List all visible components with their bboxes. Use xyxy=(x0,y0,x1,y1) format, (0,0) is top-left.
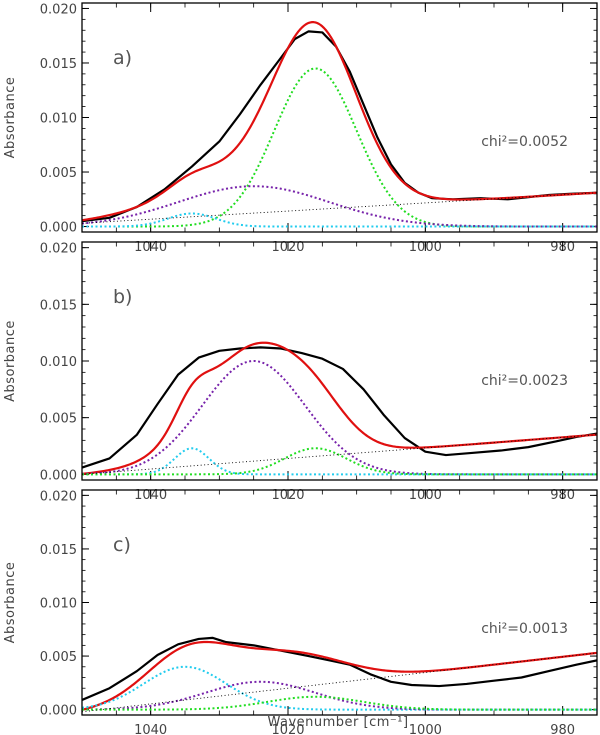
series-component xyxy=(82,665,597,711)
y-tick-label: 0.000 xyxy=(40,704,77,719)
y-tick-label: 0.015 xyxy=(40,57,77,72)
series-data xyxy=(82,636,597,702)
panel-label: b) xyxy=(113,286,132,308)
x-tick-label: 980 xyxy=(550,723,575,735)
series-component xyxy=(82,680,597,711)
y-tick-label: 0.005 xyxy=(40,650,77,665)
series-fit xyxy=(82,21,597,222)
plot-frame xyxy=(81,489,598,716)
series-group xyxy=(82,341,597,476)
x-tick-label: 1000 xyxy=(409,723,442,735)
series-fit xyxy=(82,640,597,711)
plot-frame xyxy=(81,241,598,481)
series-component xyxy=(82,447,597,476)
panels: 0.000 0.005 0.010 0.015 0.020 1040 1020 1000 980… xyxy=(3,2,598,735)
series-data xyxy=(82,346,597,469)
x-tick-label: 1040 xyxy=(134,723,167,735)
chi-squared-label: chi²=0.0052 xyxy=(481,134,568,150)
y-tick-label: 0.000 xyxy=(40,468,77,483)
x-axis-title: Wavenumber [cm⁻¹] xyxy=(267,715,408,730)
x-tick-label: 1020 xyxy=(271,723,304,735)
y-axis-title: Absorbance xyxy=(3,562,18,644)
y-axis-title: Absorbance xyxy=(3,77,18,159)
chi-squared-label: chi²=0.0023 xyxy=(481,373,568,389)
series-fit xyxy=(82,341,597,475)
y-tick-label: 0.010 xyxy=(40,597,77,612)
chi-squared-label: chi²=0.0013 xyxy=(481,621,568,637)
series-component xyxy=(82,695,597,711)
series-component xyxy=(82,212,597,228)
y-tick-label: 0.015 xyxy=(40,298,77,313)
y-tick-label: 0.000 xyxy=(40,221,77,236)
series-group xyxy=(82,636,597,713)
y-tick-label: 0.005 xyxy=(40,412,77,427)
series-baseline xyxy=(82,652,597,713)
series-group xyxy=(82,21,597,228)
series-component xyxy=(82,67,597,228)
panel-label: a) xyxy=(113,47,132,69)
series-data xyxy=(82,30,597,223)
y-tick-label: 0.020 xyxy=(40,242,77,257)
y-axis-title: Absorbance xyxy=(3,320,18,402)
y-tick-label: 0.010 xyxy=(40,355,77,370)
plot-frame xyxy=(81,2,598,233)
y-tick-label: 0.010 xyxy=(40,112,77,127)
panel-3: 0.000 0.005 0.010 0.015 0.020 1040 1020 1000 980… xyxy=(3,489,598,735)
y-tick-label: 0.005 xyxy=(40,166,77,181)
y-tick-label: 0.020 xyxy=(40,489,77,504)
y-tick-label: 0.020 xyxy=(40,2,77,17)
panel-label: c) xyxy=(113,534,131,556)
y-tick-label: 0.015 xyxy=(40,543,77,558)
